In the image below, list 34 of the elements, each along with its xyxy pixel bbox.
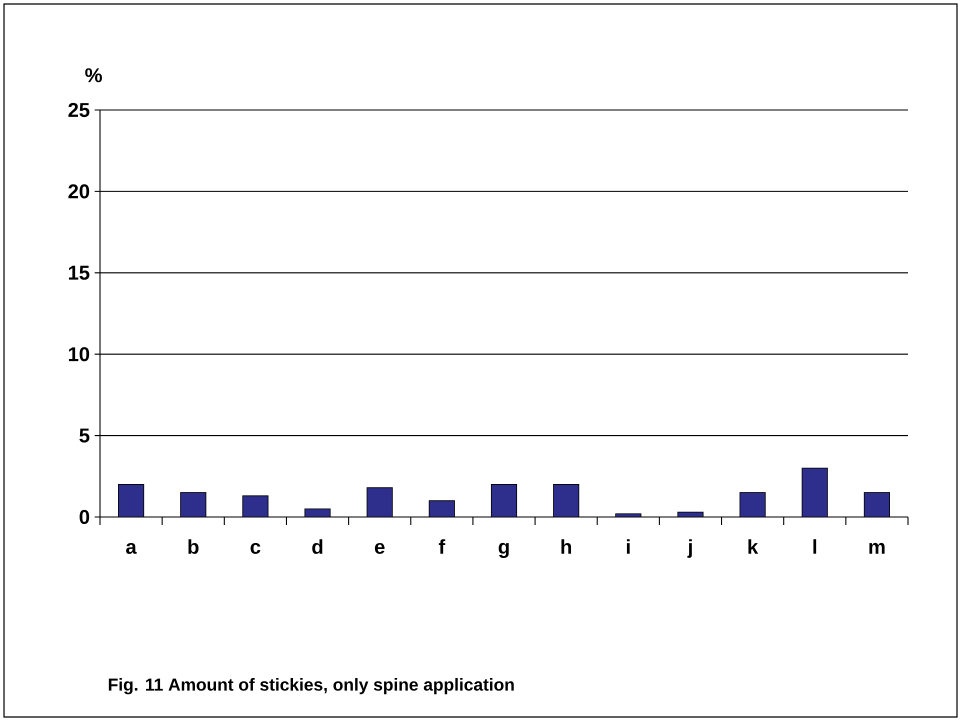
bar — [677, 512, 704, 518]
bar — [428, 500, 455, 518]
x-tick-label: d — [312, 539, 322, 554]
x-tick-label: j — [687, 539, 692, 558]
x-tick-label: f — [438, 539, 446, 554]
bar — [802, 468, 828, 518]
x-tick-label: m — [869, 542, 885, 554]
bar — [242, 495, 268, 518]
text: Fig. 11 Amount of stickies, only spine application — [108, 678, 514, 694]
y-tick-label: 15 — [68, 266, 90, 280]
x-tick-label: b — [188, 539, 199, 554]
x-tick-label: g — [498, 542, 509, 558]
bar — [490, 484, 518, 518]
bar — [740, 492, 766, 518]
bar — [304, 508, 331, 518]
y-tick-label: 5 — [79, 428, 90, 443]
y-tick-label: 20 — [68, 184, 90, 198]
bar — [864, 492, 890, 518]
x-tick-label: i — [626, 539, 630, 554]
bar — [118, 484, 144, 518]
bar — [180, 492, 206, 518]
y-tick-label: 10 — [68, 347, 90, 362]
x-tick-label: k — [748, 539, 758, 554]
bar — [366, 487, 393, 518]
bar — [615, 513, 642, 518]
x-tick-label: l — [813, 539, 816, 554]
y-tick-label: 25 — [68, 102, 90, 118]
y-axis-title: % — [85, 68, 102, 82]
x-tick-label: e — [374, 542, 385, 554]
x-tick-label: a — [126, 542, 137, 554]
x-tick-label: h — [561, 539, 572, 554]
x-tick-label: c — [250, 542, 260, 554]
y-tick-label: 0 — [80, 510, 90, 524]
bar — [553, 484, 580, 518]
